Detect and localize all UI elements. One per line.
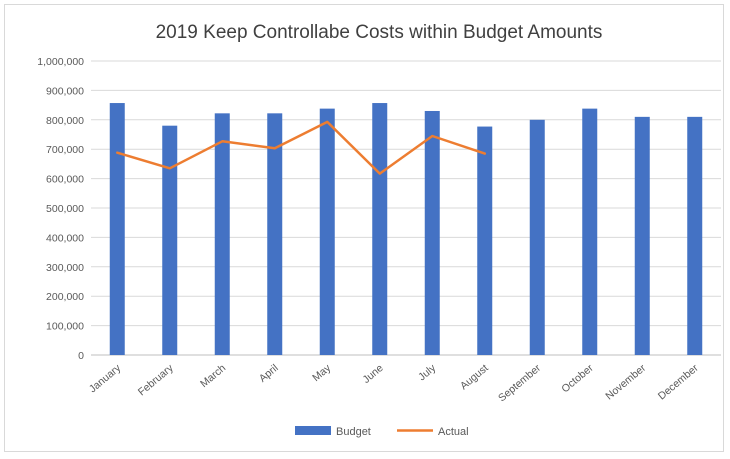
- x-tick-label: December: [656, 362, 701, 403]
- budget-bar-april: [267, 113, 283, 355]
- x-tick-label: January: [87, 362, 124, 396]
- budget-bar-december: [687, 116, 703, 355]
- legend: Budget Actual: [295, 426, 469, 438]
- chart-title: 2019 Keep Controllabe Costs within Budge…: [156, 22, 603, 43]
- x-tick-label: July: [416, 362, 439, 384]
- x-tick-label: November: [603, 362, 648, 403]
- gridlines: [91, 60, 721, 356]
- actual-series-line: [116, 120, 487, 175]
- budget-bar-august: [477, 126, 493, 355]
- legend-actual-label: Actual: [438, 426, 469, 438]
- y-tick-label: 100,000: [46, 321, 84, 333]
- y-tick-label: 800,000: [46, 115, 84, 127]
- chart: 2019 Keep Controllabe Costs within Budge…: [37, 22, 721, 438]
- budget-bar-september: [529, 119, 545, 355]
- x-tick-label: March: [198, 362, 228, 390]
- budget-bar-march: [214, 113, 230, 355]
- x-axis: January February March April May June July Augu…: [87, 362, 701, 405]
- legend-budget-swatch: [295, 426, 331, 435]
- y-tick-label: 900,000: [46, 85, 84, 97]
- budget-bar-july: [424, 110, 440, 355]
- y-tick-label: 400,000: [46, 232, 84, 244]
- y-tick-label: 300,000: [46, 262, 84, 274]
- y-tick-label: 200,000: [46, 291, 84, 303]
- y-tick-label: 600,000: [46, 174, 84, 186]
- budget-bar-may: [319, 108, 335, 356]
- chart-frame: 2019 Keep Controllabe Costs within Budge…: [4, 4, 724, 452]
- y-tick-label: 500,000: [46, 203, 84, 215]
- actual-line: [116, 120, 487, 175]
- budget-bars: [109, 103, 703, 356]
- x-tick-label: August: [458, 362, 491, 392]
- y-tick-label: 0: [78, 350, 84, 362]
- x-tick-label: September: [496, 362, 543, 405]
- budget-bar-january: [109, 103, 125, 356]
- y-axis: 0 100,000 200,000 300,000 400,000 500,000 600,…: [37, 56, 84, 362]
- y-tick-label: 1,000,000: [37, 56, 84, 68]
- budget-bar-october: [582, 108, 598, 356]
- x-tick-label: April: [257, 362, 281, 385]
- budget-bar-february: [162, 125, 178, 356]
- y-tick-label: 700,000: [46, 144, 84, 156]
- budget-bar-june: [372, 103, 388, 356]
- x-tick-label: June: [361, 362, 386, 386]
- budget-bar-november: [634, 116, 650, 355]
- x-tick-label: October: [559, 362, 596, 396]
- x-tick-label: February: [136, 362, 176, 399]
- legend-budget-label: Budget: [336, 426, 371, 438]
- x-tick-label: May: [310, 362, 333, 384]
